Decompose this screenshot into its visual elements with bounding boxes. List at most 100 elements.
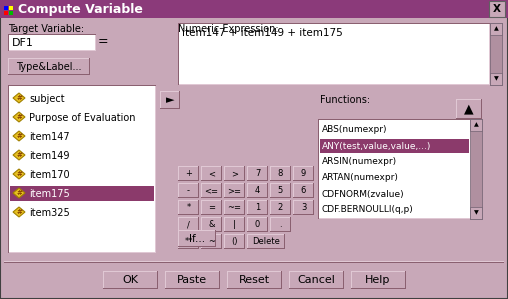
Bar bbox=[270, 200, 290, 214]
Text: .: . bbox=[279, 220, 282, 229]
Bar bbox=[201, 217, 222, 232]
Bar bbox=[179, 184, 198, 197]
Bar bbox=[247, 217, 267, 231]
Bar bbox=[270, 183, 291, 198]
Text: ▲: ▲ bbox=[464, 103, 474, 115]
Text: X: X bbox=[493, 4, 501, 14]
Bar bbox=[201, 234, 222, 249]
Bar bbox=[103, 271, 156, 288]
Bar bbox=[490, 73, 502, 85]
Bar bbox=[225, 218, 244, 231]
Text: ~=: ~= bbox=[228, 203, 241, 212]
Bar bbox=[178, 230, 216, 247]
Bar bbox=[470, 119, 482, 131]
Bar bbox=[8, 58, 90, 75]
Bar bbox=[247, 166, 267, 180]
Bar bbox=[270, 217, 291, 232]
Bar bbox=[179, 235, 198, 248]
Bar bbox=[470, 119, 482, 219]
Bar bbox=[225, 167, 244, 180]
Bar bbox=[178, 217, 199, 232]
Text: Compute Variable: Compute Variable bbox=[18, 2, 143, 16]
Text: 0: 0 bbox=[255, 220, 260, 229]
Bar bbox=[201, 183, 222, 198]
Bar bbox=[9, 59, 89, 74]
Text: Numeric Expression:: Numeric Expression: bbox=[178, 24, 278, 34]
Bar bbox=[293, 183, 314, 198]
Bar bbox=[201, 200, 221, 214]
Text: ARSIN(numexpr): ARSIN(numexpr) bbox=[322, 158, 397, 167]
Text: +: + bbox=[185, 169, 192, 178]
Text: 1: 1 bbox=[255, 203, 260, 212]
Polygon shape bbox=[13, 188, 25, 198]
Bar bbox=[202, 184, 221, 197]
Bar bbox=[224, 166, 245, 181]
Bar bbox=[293, 183, 313, 197]
Bar bbox=[160, 91, 180, 109]
Bar bbox=[247, 200, 267, 214]
Bar bbox=[225, 184, 244, 197]
Bar bbox=[178, 200, 199, 215]
Bar bbox=[178, 23, 490, 85]
Text: Paste: Paste bbox=[177, 275, 207, 285]
Text: ▼: ▼ bbox=[473, 210, 479, 216]
Text: ►: ► bbox=[166, 95, 174, 105]
Text: item170: item170 bbox=[29, 170, 70, 180]
Bar bbox=[9, 35, 95, 50]
Bar bbox=[9, 86, 156, 253]
Bar bbox=[202, 218, 221, 231]
Text: Cancel: Cancel bbox=[297, 275, 335, 285]
Text: |: | bbox=[233, 220, 236, 229]
Text: ▼: ▼ bbox=[494, 77, 498, 82]
Text: 6: 6 bbox=[301, 186, 306, 195]
Text: 8: 8 bbox=[278, 169, 283, 178]
Bar bbox=[4, 6, 8, 10]
Text: Reset: Reset bbox=[238, 275, 270, 285]
Bar bbox=[201, 183, 221, 197]
Bar bbox=[247, 217, 268, 232]
Text: (): () bbox=[231, 237, 238, 246]
Bar bbox=[178, 183, 198, 197]
Text: #: # bbox=[16, 190, 22, 196]
Text: ▲: ▲ bbox=[494, 27, 498, 31]
Bar bbox=[201, 166, 221, 180]
Bar bbox=[178, 166, 199, 181]
Bar bbox=[166, 272, 218, 288]
Bar bbox=[202, 167, 221, 180]
Bar bbox=[224, 183, 244, 197]
Bar bbox=[178, 217, 198, 231]
Bar bbox=[227, 271, 280, 288]
Bar bbox=[289, 271, 343, 289]
Bar bbox=[225, 201, 244, 214]
Bar bbox=[178, 200, 198, 214]
Text: item175: item175 bbox=[29, 189, 70, 199]
Bar bbox=[178, 183, 199, 198]
Bar bbox=[9, 6, 13, 10]
Bar bbox=[224, 234, 245, 249]
Text: ABS(numexpr): ABS(numexpr) bbox=[322, 126, 388, 135]
Bar bbox=[179, 167, 198, 180]
Bar bbox=[178, 234, 199, 249]
Bar bbox=[456, 99, 481, 118]
Text: 9: 9 bbox=[301, 169, 306, 178]
Bar bbox=[247, 166, 268, 181]
Bar bbox=[352, 272, 404, 288]
Bar bbox=[247, 234, 285, 249]
Bar bbox=[294, 184, 313, 197]
Text: Target Variable:: Target Variable: bbox=[8, 24, 84, 34]
Bar bbox=[319, 120, 481, 218]
Text: subject: subject bbox=[29, 94, 65, 104]
Text: Functions:: Functions: bbox=[320, 95, 370, 105]
Text: ANY(test,value,value,...): ANY(test,value,value,...) bbox=[322, 141, 431, 150]
Bar bbox=[247, 200, 268, 215]
Bar bbox=[293, 166, 314, 181]
Text: =: = bbox=[208, 203, 215, 212]
Bar bbox=[248, 235, 284, 248]
Text: &: & bbox=[208, 220, 215, 229]
Text: -: - bbox=[187, 186, 190, 195]
Bar bbox=[270, 183, 290, 197]
Bar bbox=[179, 24, 490, 85]
Text: #: # bbox=[16, 152, 22, 158]
Bar bbox=[8, 58, 89, 74]
Text: 5: 5 bbox=[278, 186, 283, 195]
